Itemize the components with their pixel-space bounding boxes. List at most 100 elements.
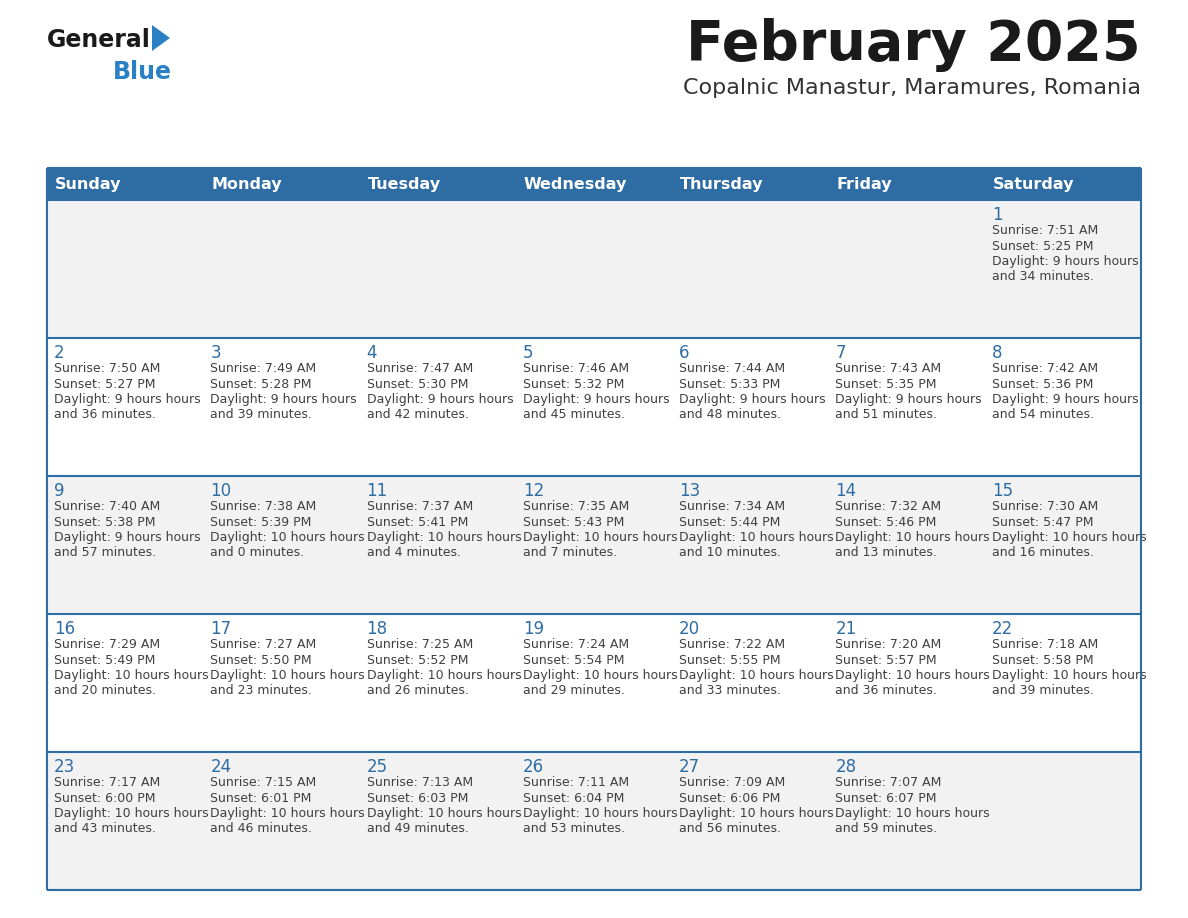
Text: Sunset: 6:04 PM: Sunset: 6:04 PM	[523, 791, 624, 804]
Text: Daylight: 10 hours hours: Daylight: 10 hours hours	[53, 669, 209, 682]
Text: Sunset: 6:07 PM: Sunset: 6:07 PM	[835, 791, 937, 804]
Bar	[48, 168, 1140, 200]
Text: Saturday: Saturday	[993, 176, 1074, 192]
Text: Sunday: Sunday	[55, 176, 121, 192]
Text: Daylight: 10 hours hours: Daylight: 10 hours hours	[680, 531, 834, 544]
Text: 10: 10	[210, 482, 232, 500]
Text: 15: 15	[992, 482, 1013, 500]
Text: 20: 20	[680, 620, 700, 638]
Text: Sunrise: 7:13 AM: Sunrise: 7:13 AM	[367, 776, 473, 789]
Text: Sunrise: 7:11 AM: Sunrise: 7:11 AM	[523, 776, 628, 789]
Text: and 39 minutes.: and 39 minutes.	[210, 409, 312, 421]
Text: Daylight: 9 hours hours: Daylight: 9 hours hours	[210, 393, 356, 406]
Text: Sunset: 5:30 PM: Sunset: 5:30 PM	[367, 377, 468, 390]
Text: Daylight: 10 hours hours: Daylight: 10 hours hours	[523, 807, 677, 820]
Text: Tuesday: Tuesday	[367, 176, 441, 192]
Text: Daylight: 10 hours hours: Daylight: 10 hours hours	[367, 669, 522, 682]
Text: and 46 minutes.: and 46 minutes.	[210, 823, 312, 835]
Text: 17: 17	[210, 620, 232, 638]
Text: and 20 minutes.: and 20 minutes.	[53, 685, 156, 698]
Text: Sunset: 5:55 PM: Sunset: 5:55 PM	[680, 654, 781, 666]
Text: Daylight: 10 hours hours: Daylight: 10 hours hours	[835, 531, 990, 544]
Bar	[48, 338, 1140, 476]
Text: 26: 26	[523, 758, 544, 776]
Text: Daylight: 9 hours hours: Daylight: 9 hours hours	[680, 393, 826, 406]
Text: Sunrise: 7:49 AM: Sunrise: 7:49 AM	[210, 362, 316, 375]
Text: Sunrise: 7:22 AM: Sunrise: 7:22 AM	[680, 638, 785, 651]
Text: Sunset: 5:54 PM: Sunset: 5:54 PM	[523, 654, 625, 666]
Polygon shape	[152, 25, 170, 51]
Text: 22: 22	[992, 620, 1013, 638]
Text: Sunset: 6:06 PM: Sunset: 6:06 PM	[680, 791, 781, 804]
Text: Daylight: 9 hours hours: Daylight: 9 hours hours	[367, 393, 513, 406]
Text: Sunrise: 7:42 AM: Sunrise: 7:42 AM	[992, 362, 1098, 375]
Text: Sunrise: 7:34 AM: Sunrise: 7:34 AM	[680, 500, 785, 513]
Text: 13: 13	[680, 482, 701, 500]
Text: Sunrise: 7:35 AM: Sunrise: 7:35 AM	[523, 500, 630, 513]
Text: 14: 14	[835, 482, 857, 500]
Text: 3: 3	[210, 344, 221, 362]
Text: and 56 minutes.: and 56 minutes.	[680, 823, 782, 835]
Text: Sunset: 5:35 PM: Sunset: 5:35 PM	[835, 377, 937, 390]
Text: 16: 16	[53, 620, 75, 638]
Text: Sunrise: 7:47 AM: Sunrise: 7:47 AM	[367, 362, 473, 375]
Bar	[48, 752, 1140, 890]
Text: Sunset: 6:01 PM: Sunset: 6:01 PM	[210, 791, 311, 804]
Bar	[48, 476, 1140, 614]
Text: and 42 minutes.: and 42 minutes.	[367, 409, 468, 421]
Text: and 39 minutes.: and 39 minutes.	[992, 685, 1094, 698]
Text: Sunset: 5:50 PM: Sunset: 5:50 PM	[210, 654, 312, 666]
Text: Sunrise: 7:15 AM: Sunrise: 7:15 AM	[210, 776, 316, 789]
Text: and 34 minutes.: and 34 minutes.	[992, 271, 1094, 284]
Text: Sunset: 5:46 PM: Sunset: 5:46 PM	[835, 516, 937, 529]
Text: Sunset: 5:25 PM: Sunset: 5:25 PM	[992, 240, 1093, 252]
Text: Sunrise: 7:40 AM: Sunrise: 7:40 AM	[53, 500, 160, 513]
Text: 7: 7	[835, 344, 846, 362]
Text: Sunrise: 7:20 AM: Sunrise: 7:20 AM	[835, 638, 942, 651]
Text: 28: 28	[835, 758, 857, 776]
Text: Copalnic Manastur, Maramures, Romania: Copalnic Manastur, Maramures, Romania	[683, 78, 1140, 98]
Text: 5: 5	[523, 344, 533, 362]
Text: and 49 minutes.: and 49 minutes.	[367, 823, 468, 835]
Text: 24: 24	[210, 758, 232, 776]
Text: 1: 1	[992, 206, 1003, 224]
Text: Daylight: 10 hours hours: Daylight: 10 hours hours	[992, 531, 1146, 544]
Text: 4: 4	[367, 344, 377, 362]
Text: 18: 18	[367, 620, 387, 638]
Text: and 45 minutes.: and 45 minutes.	[523, 409, 625, 421]
Text: and 36 minutes.: and 36 minutes.	[835, 685, 937, 698]
Text: and 36 minutes.: and 36 minutes.	[53, 409, 156, 421]
Text: Sunrise: 7:09 AM: Sunrise: 7:09 AM	[680, 776, 785, 789]
Text: Sunset: 5:44 PM: Sunset: 5:44 PM	[680, 516, 781, 529]
Text: Daylight: 9 hours hours: Daylight: 9 hours hours	[523, 393, 670, 406]
Text: 27: 27	[680, 758, 700, 776]
Text: Sunrise: 7:07 AM: Sunrise: 7:07 AM	[835, 776, 942, 789]
Text: 23: 23	[53, 758, 75, 776]
Text: and 51 minutes.: and 51 minutes.	[835, 409, 937, 421]
Text: Sunrise: 7:37 AM: Sunrise: 7:37 AM	[367, 500, 473, 513]
Text: Sunrise: 7:43 AM: Sunrise: 7:43 AM	[835, 362, 942, 375]
Text: Sunrise: 7:32 AM: Sunrise: 7:32 AM	[835, 500, 942, 513]
Text: Daylight: 10 hours hours: Daylight: 10 hours hours	[835, 669, 990, 682]
Text: and 33 minutes.: and 33 minutes.	[680, 685, 781, 698]
Text: and 0 minutes.: and 0 minutes.	[210, 546, 304, 559]
Text: Sunset: 5:33 PM: Sunset: 5:33 PM	[680, 377, 781, 390]
Text: Sunrise: 7:17 AM: Sunrise: 7:17 AM	[53, 776, 160, 789]
Text: Daylight: 9 hours hours: Daylight: 9 hours hours	[53, 531, 201, 544]
Text: 21: 21	[835, 620, 857, 638]
Text: Daylight: 10 hours hours: Daylight: 10 hours hours	[523, 531, 677, 544]
Text: Daylight: 9 hours hours: Daylight: 9 hours hours	[992, 393, 1138, 406]
Text: 2: 2	[53, 344, 64, 362]
Text: February 2025: February 2025	[687, 18, 1140, 72]
Text: Monday: Monday	[211, 176, 282, 192]
Text: Sunset: 5:41 PM: Sunset: 5:41 PM	[367, 516, 468, 529]
Text: and 7 minutes.: and 7 minutes.	[523, 546, 617, 559]
Text: Sunset: 5:52 PM: Sunset: 5:52 PM	[367, 654, 468, 666]
Text: and 48 minutes.: and 48 minutes.	[680, 409, 782, 421]
Text: Sunset: 5:38 PM: Sunset: 5:38 PM	[53, 516, 156, 529]
Text: Sunset: 5:39 PM: Sunset: 5:39 PM	[210, 516, 311, 529]
Text: Sunset: 5:57 PM: Sunset: 5:57 PM	[835, 654, 937, 666]
Bar	[48, 200, 1140, 338]
Text: 12: 12	[523, 482, 544, 500]
Text: and 23 minutes.: and 23 minutes.	[210, 685, 312, 698]
